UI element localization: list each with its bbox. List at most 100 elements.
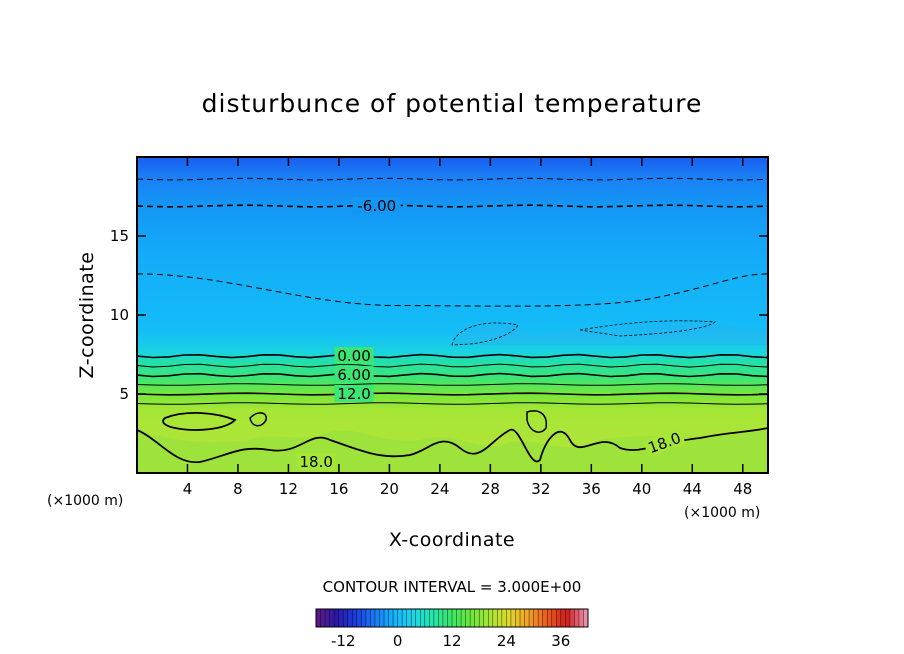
x-tick-label: 16 — [329, 480, 348, 498]
colorbar-cell — [320, 609, 326, 627]
contour-label: 6.00 — [337, 366, 370, 384]
colorbar-tick-label: 12 — [442, 632, 461, 650]
colorbar-cell — [397, 609, 403, 627]
colorbar-cell — [447, 609, 453, 627]
colorbar-cell — [411, 609, 417, 627]
colorbar-cell — [402, 609, 408, 627]
colorbar-cell — [524, 609, 530, 627]
colorbar-cell — [456, 609, 462, 627]
colorbar-cell — [442, 609, 448, 627]
colorbar-cell — [501, 609, 507, 627]
y-tick-label: 15 — [110, 227, 129, 245]
colorbar-cell — [574, 609, 580, 627]
contour-label-bg — [352, 196, 401, 214]
colorbar-tick-label: 24 — [497, 632, 516, 650]
colorbar-cell — [347, 609, 353, 627]
colorbar-cell — [488, 609, 494, 627]
contour-line — [137, 402, 768, 405]
contour-line-18-closed — [162, 412, 237, 431]
contour-line — [137, 353, 768, 359]
x-tick-label: 48 — [733, 480, 752, 498]
x-tick-label: 8 — [233, 480, 243, 498]
x-axis-label: X-coordinate — [389, 529, 515, 551]
contour-label-group: 12.0 — [334, 385, 374, 403]
colorbar-cell — [393, 609, 398, 627]
contour-lines — [137, 177, 768, 463]
colorbar-cell — [551, 609, 557, 627]
contour-label-group: 6.00 — [334, 366, 374, 384]
contour-label-bg — [334, 366, 374, 384]
colorbar-cell — [465, 609, 471, 627]
colorbar-cell — [483, 609, 489, 627]
contour-line — [137, 273, 768, 307]
colorbar-frame — [315, 608, 589, 628]
colorbar-tick-label: 36 — [551, 632, 570, 650]
colorbar-cell — [515, 609, 521, 627]
contour-label-group: -6.00 — [352, 196, 401, 215]
colorbar-cell — [334, 609, 340, 627]
contour-label-bg — [296, 452, 336, 470]
colorbar-cell — [492, 609, 498, 627]
contour-label: -6.00 — [357, 197, 396, 215]
colorbar-cell — [329, 609, 335, 627]
contour-line — [137, 392, 768, 396]
colorbar-cell — [569, 609, 575, 627]
warm-region — [137, 430, 768, 473]
colorbar-cell — [384, 609, 389, 627]
x-tick-label: 20 — [380, 480, 399, 498]
colorbar-cell — [560, 609, 566, 627]
colorbar-cell — [433, 609, 439, 627]
colorbar-cell — [533, 609, 539, 627]
contour-line-18-closed — [249, 412, 267, 427]
x-axis-ticks: 4 8 12 16 20 24 28 32 36 40 44 48 — [183, 157, 752, 498]
x-tick-label: 12 — [279, 480, 298, 498]
colorbar-cell — [556, 609, 562, 627]
contour-label-bg — [334, 385, 374, 402]
colorbar-cell — [338, 609, 344, 627]
colorbar — [315, 608, 589, 628]
x-tick-label: 4 — [183, 480, 193, 498]
x-tick-label: 24 — [430, 480, 449, 498]
colorbar-cell — [479, 609, 485, 627]
colorbar-cell — [510, 609, 516, 627]
colorbar-cell — [343, 609, 349, 627]
colorbar-cell — [370, 609, 376, 627]
colorbar-cell — [406, 609, 412, 627]
y-tick-label: 10 — [110, 306, 129, 324]
contour-label: 12.0 — [337, 385, 370, 403]
colorbar-cell — [420, 609, 426, 627]
colour-field — [137, 157, 768, 473]
x-tick-label: 32 — [531, 480, 550, 498]
colorbar-tick-label: 0 — [393, 632, 403, 650]
contour-label-group: 0.00 — [334, 347, 374, 365]
colorbar-cell — [438, 609, 444, 627]
x-tick-label: 44 — [683, 480, 702, 498]
x-tick-label: 36 — [582, 480, 601, 498]
colorbar-cell — [429, 609, 435, 627]
x-unit-right: (×1000 m) — [684, 505, 760, 521]
contour-label-group: 18.0 — [296, 452, 336, 471]
low-anomaly-region — [450, 322, 768, 345]
colorbar-ticks: -12 0 12 24 36 — [331, 632, 570, 650]
colorbar-cell — [316, 609, 321, 627]
colorbar-cell — [452, 609, 457, 627]
colorbar-cell — [374, 609, 380, 627]
colorbar-cell — [388, 609, 394, 627]
colorbar-cell — [529, 609, 534, 627]
contour-label: 18.0 — [300, 453, 333, 471]
contour-line — [137, 204, 768, 208]
contour-line-small — [579, 320, 717, 337]
colorbar-cell — [538, 609, 544, 627]
x-unit-left: (×1000 m) — [47, 493, 123, 509]
colorbar-cell — [506, 609, 512, 627]
colorbar-cell — [461, 609, 466, 627]
colorbar-cell — [547, 609, 553, 627]
contour-line-18-closed — [526, 410, 548, 433]
colorbar-cell — [356, 609, 362, 627]
contour-label: 0.00 — [337, 347, 370, 365]
colorbar-cell — [379, 609, 385, 627]
x-tick-label: 28 — [481, 480, 500, 498]
colorbar-cell — [470, 609, 476, 627]
